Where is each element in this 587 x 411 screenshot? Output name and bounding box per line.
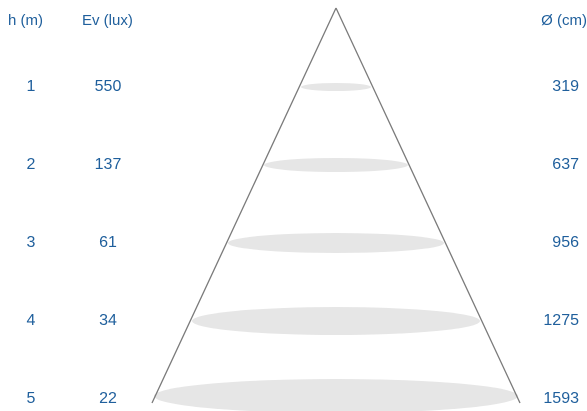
- cone-left-edge: [151, 7, 337, 404]
- cone-right-edge: [335, 7, 521, 404]
- light-pool-3: [228, 233, 444, 253]
- illuminance-value: 22: [99, 390, 117, 407]
- height-value: 2: [26, 156, 36, 173]
- light-pool-5: [154, 379, 518, 411]
- illuminance-value: 61: [99, 234, 117, 251]
- diameter-value: 1593: [543, 390, 579, 407]
- light-pool-1: [301, 83, 371, 91]
- illuminance-value: 137: [94, 156, 122, 173]
- diameter-value: 319: [552, 78, 579, 95]
- diameter-header: Ø (cm): [541, 12, 587, 29]
- illuminance-value: 34: [99, 312, 117, 329]
- illuminance-value: 550: [94, 78, 122, 95]
- illuminance-header: Ev (lux): [82, 12, 133, 29]
- height-header: h (m): [8, 12, 43, 29]
- diameter-value: 1275: [543, 312, 579, 329]
- light-pool-4: [192, 307, 480, 335]
- diameter-value: 956: [552, 234, 579, 251]
- diameter-value: 637: [552, 156, 579, 173]
- height-value: 3: [26, 234, 36, 251]
- light-pool-2: [264, 158, 408, 172]
- height-value: 5: [26, 390, 36, 407]
- height-value: 1: [26, 78, 36, 95]
- height-value: 4: [26, 312, 36, 329]
